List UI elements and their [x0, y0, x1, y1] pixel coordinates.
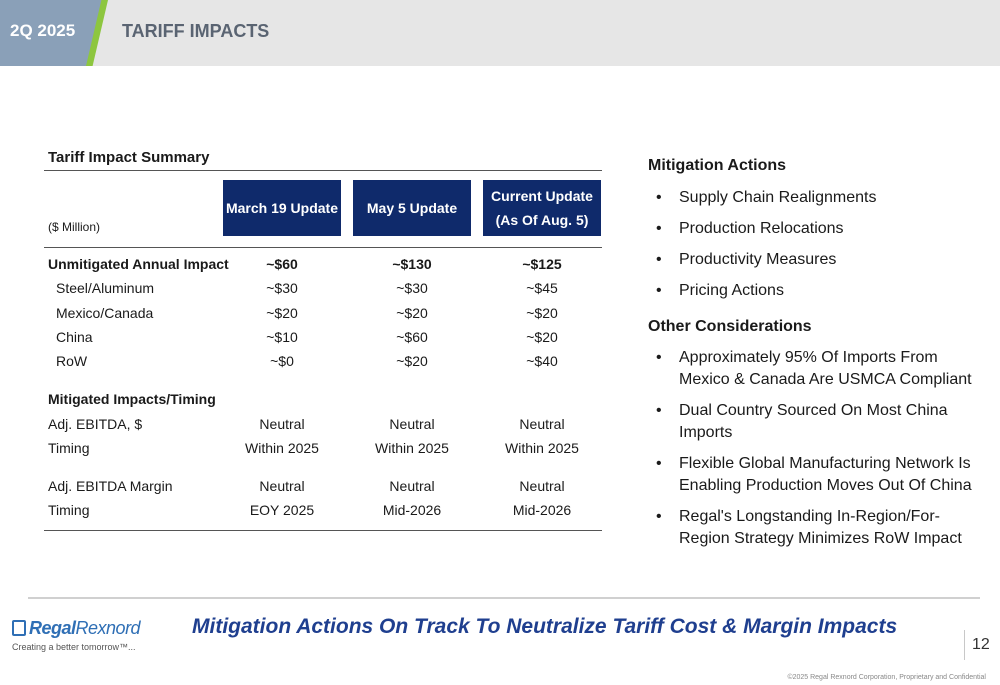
list-item: Pricing Actions — [648, 280, 978, 302]
footer-rule — [28, 597, 980, 599]
quarter-label: 2Q 2025 — [10, 21, 76, 40]
row-label-mexico-canada: Mexico/Canada — [56, 305, 154, 321]
table-cell: Neutral — [519, 478, 565, 494]
list-item: Flexible Global Manufacturing Network Is… — [648, 453, 978, 497]
footer-banner: Mitigation Actions On Track To Neutraliz… — [192, 615, 898, 638]
considerations-heading: Other Considerations — [648, 318, 812, 335]
table-cell: ~$60 — [396, 329, 428, 345]
list-item: Regal's Longstanding In-Region/For-Regio… — [648, 506, 978, 550]
list-item: Approximately 95% Of Imports From Mexico… — [648, 347, 978, 391]
table-cell: Within 2025 — [375, 440, 449, 456]
company-logo: RegalRexnord Creating a better tomorrow™… — [12, 618, 152, 658]
table-cell: ~$20 — [396, 305, 428, 321]
column-header-may-5: May 5 Update — [353, 180, 471, 236]
column-header-march-19: March 19 Update — [223, 180, 341, 236]
list-item: Supply Chain Realignments — [648, 187, 978, 209]
table-cell: Neutral — [389, 478, 435, 494]
row-label-margin-timing: Timing — [48, 502, 90, 518]
logo-wordmark: RegalRexnord — [29, 618, 141, 639]
table-cell: Mid-2026 — [512, 502, 572, 518]
table-cell: ~$0 — [270, 353, 294, 369]
table-cell: ~$130 — [392, 256, 432, 272]
regal-rexnord-logo-mark-icon — [12, 620, 26, 636]
list-item: Productivity Measures — [648, 249, 978, 271]
row-label-adj-ebitda: Adj. EBITDA, $ — [48, 416, 143, 432]
page-number-divider — [964, 630, 965, 660]
table-cell: Mid-2026 — [382, 502, 442, 518]
table-cell: ~$45 — [526, 280, 558, 296]
column-header-current: Current Update (As Of Aug. 5) — [483, 180, 601, 236]
logo-tagline: Creating a better tomorrow™... — [12, 642, 136, 652]
row-label-china: China — [56, 329, 93, 345]
row-label-unmitigated: Unmitigated Annual Impact — [48, 256, 229, 272]
row-label-timing: Timing — [48, 440, 90, 456]
table-cell: ~$20 — [526, 305, 558, 321]
table-cell: ~$60 — [266, 256, 298, 272]
table-cell: Within 2025 — [245, 440, 319, 456]
header-bar — [0, 0, 1000, 66]
mitigation-list: Supply Chain Realignments Production Rel… — [648, 187, 978, 302]
table-cell: ~$20 — [526, 329, 558, 345]
table-cell: ~$40 — [526, 353, 558, 369]
table-cell: Neutral — [259, 478, 305, 494]
table-cell: Within 2025 — [505, 440, 579, 456]
table-cell: ~$125 — [522, 256, 562, 272]
table-cell: ~$10 — [266, 329, 298, 345]
logo-part-regal: Regal — [29, 618, 76, 638]
table-cell: EOY 2025 — [249, 502, 315, 518]
table-cell: ~$30 — [396, 280, 428, 296]
page-number: 12 — [972, 636, 990, 653]
list-item: Production Relocations — [648, 218, 978, 240]
logo-part-rexnord: Rexnord — [75, 618, 141, 638]
table-cell: Neutral — [519, 416, 565, 432]
row-label-row: RoW — [56, 353, 88, 369]
list-item: Dual Country Sourced On Most China Impor… — [648, 400, 978, 444]
table-cell: Neutral — [259, 416, 305, 432]
quarter-tab — [0, 0, 106, 66]
units-label: ($ Million) — [48, 220, 101, 234]
copyright-notice: ©2025 Regal Rexnord Corporation, Proprie… — [787, 674, 986, 681]
row-label-steel-aluminum: Steel/Aluminum — [56, 280, 155, 296]
table-header-rule — [44, 247, 602, 248]
table-bottom-rule — [44, 530, 602, 531]
row-label-adj-ebitda-margin: Adj. EBITDA Margin — [48, 478, 173, 494]
mitigation-heading: Mitigation Actions — [648, 157, 787, 174]
row-label-mitigated-impacts: Mitigated Impacts/Timing — [48, 391, 216, 407]
table-cell: ~$20 — [396, 353, 428, 369]
page-title: TARIFF IMPACTS — [122, 21, 270, 41]
table-top-rule — [44, 170, 602, 171]
table-cell: Neutral — [389, 416, 435, 432]
considerations-list: Approximately 95% Of Imports From Mexico… — [648, 347, 978, 550]
summary-title: Tariff Impact Summary — [48, 149, 210, 166]
table-cell: ~$20 — [266, 305, 298, 321]
table-cell: ~$30 — [266, 280, 298, 296]
